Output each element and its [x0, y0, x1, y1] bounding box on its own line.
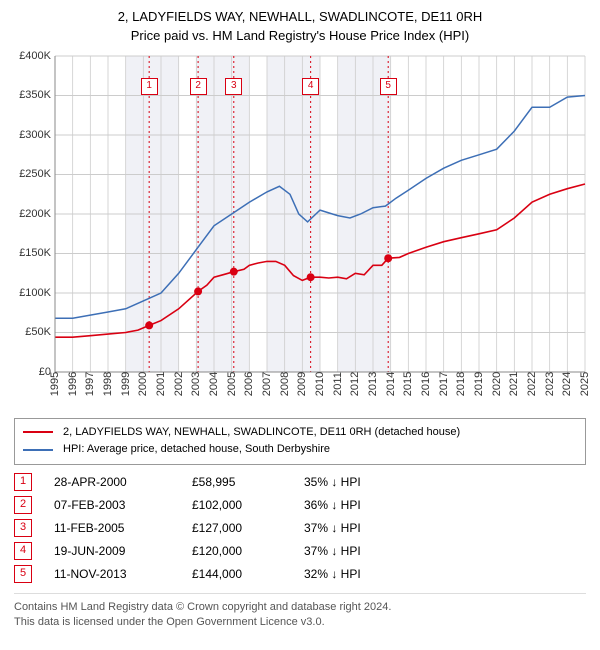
root: 2, LADYFIELDS WAY, NEWHALL, SWADLINCOTE,… [0, 0, 600, 643]
event-price: £102,000 [192, 498, 282, 512]
event-delta: 35% ↓ HPI [304, 475, 586, 489]
event-marker: 4 [302, 78, 319, 95]
x-tick-label: 2004 [208, 371, 220, 395]
x-tick-label: 2010 [314, 371, 326, 395]
x-tick-label: 2019 [473, 371, 485, 395]
x-tick-label: 2000 [137, 371, 149, 395]
footer-line-1: Contains HM Land Registry data © Crown c… [14, 600, 586, 615]
x-tick-label: 2015 [402, 371, 414, 395]
y-tick-label: £200K [7, 208, 51, 220]
event-date: 11-NOV-2013 [54, 567, 170, 581]
x-tick-label: 2017 [438, 371, 450, 395]
x-tick-label: 2021 [508, 371, 520, 395]
event-delta: 37% ↓ HPI [304, 521, 586, 535]
event-marker: 5 [380, 78, 397, 95]
y-tick-label: £350K [7, 89, 51, 101]
x-tick-label: 1995 [49, 371, 61, 395]
x-tick-label: 2007 [261, 371, 273, 395]
x-tick-label: 2006 [243, 371, 255, 395]
x-tick-label: 2018 [455, 371, 467, 395]
x-tick-label: 2025 [579, 371, 591, 395]
legend-label: 2, LADYFIELDS WAY, NEWHALL, SWADLINCOTE,… [63, 424, 460, 442]
plot-svg [55, 56, 585, 372]
x-tick-label: 1998 [102, 371, 114, 395]
x-tick-label: 1997 [84, 371, 96, 395]
event-row-marker: 5 [14, 565, 32, 583]
event-row: 3 11-FEB-2005 £127,000 37% ↓ HPI [14, 519, 586, 537]
y-tick-label: £150K [7, 247, 51, 259]
event-delta: 36% ↓ HPI [304, 498, 586, 512]
legend-row: 2, LADYFIELDS WAY, NEWHALL, SWADLINCOTE,… [23, 424, 577, 442]
y-tick-label: £400K [7, 50, 51, 62]
event-row-marker: 1 [14, 473, 32, 491]
event-row: 1 28-APR-2000 £58,995 35% ↓ HPI [14, 473, 586, 491]
x-tick-label: 2022 [526, 371, 538, 395]
event-row-marker: 4 [14, 542, 32, 560]
x-tick-label: 2011 [332, 372, 344, 396]
x-tick-label: 2001 [155, 371, 167, 395]
event-marker: 2 [190, 78, 207, 95]
x-tick-label: 2008 [279, 371, 291, 395]
chart-area: £0 £50K £100K £150K £200K £250K £300K £350K £400… [7, 52, 593, 412]
event-price: £58,995 [192, 475, 282, 489]
event-date: 28-APR-2000 [54, 475, 170, 489]
x-tick-label: 1996 [67, 371, 79, 395]
event-row-marker: 3 [14, 519, 32, 537]
x-tick-label: 2002 [173, 371, 185, 395]
y-tick-label: £0 [7, 366, 51, 378]
event-delta: 37% ↓ HPI [304, 544, 586, 558]
event-row: 2 07-FEB-2003 £102,000 36% ↓ HPI [14, 496, 586, 514]
legend: 2, LADYFIELDS WAY, NEWHALL, SWADLINCOTE,… [14, 418, 586, 465]
event-row: 4 19-JUN-2009 £120,000 37% ↓ HPI [14, 542, 586, 560]
event-date: 07-FEB-2003 [54, 498, 170, 512]
x-tick-label: 2020 [491, 371, 503, 395]
legend-label: HPI: Average price, detached house, Sout… [63, 441, 330, 459]
legend-swatch [23, 449, 53, 451]
x-tick-label: 2009 [296, 371, 308, 395]
event-date: 19-JUN-2009 [54, 544, 170, 558]
event-row-marker: 2 [14, 496, 32, 514]
x-tick-label: 2016 [420, 371, 432, 395]
plot-area [55, 56, 585, 372]
x-tick-label: 1999 [120, 371, 132, 395]
footer-line-2: This data is licensed under the Open Gov… [14, 615, 586, 630]
x-tick-label: 2013 [367, 371, 379, 395]
x-tick-label: 2024 [561, 371, 573, 395]
x-tick-label: 2012 [349, 371, 361, 395]
event-marker: 1 [141, 78, 158, 95]
title-line-2: Price paid vs. HM Land Registry's House … [6, 27, 594, 46]
title-line-1: 2, LADYFIELDS WAY, NEWHALL, SWADLINCOTE,… [6, 8, 594, 27]
event-marker: 3 [225, 78, 242, 95]
x-tick-label: 2003 [190, 371, 202, 395]
y-tick-label: £300K [7, 129, 51, 141]
event-date: 11-FEB-2005 [54, 521, 170, 535]
x-tick-label: 2014 [385, 371, 397, 395]
y-tick-label: £100K [7, 287, 51, 299]
event-price: £144,000 [192, 567, 282, 581]
footer: Contains HM Land Registry data © Crown c… [14, 593, 586, 631]
event-delta: 32% ↓ HPI [304, 567, 586, 581]
event-row: 5 11-NOV-2013 £144,000 32% ↓ HPI [14, 565, 586, 583]
y-tick-label: £250K [7, 168, 51, 180]
y-tick-label: £50K [7, 326, 51, 338]
event-price: £120,000 [192, 544, 282, 558]
chart-title: 2, LADYFIELDS WAY, NEWHALL, SWADLINCOTE,… [6, 8, 594, 46]
event-price: £127,000 [192, 521, 282, 535]
events-table: 1 28-APR-2000 £58,995 35% ↓ HPI 2 07-FEB-2003… [14, 473, 586, 583]
x-tick-label: 2023 [544, 371, 556, 395]
x-tick-label: 2005 [226, 371, 238, 395]
legend-swatch [23, 431, 53, 433]
legend-row: HPI: Average price, detached house, Sout… [23, 441, 577, 459]
